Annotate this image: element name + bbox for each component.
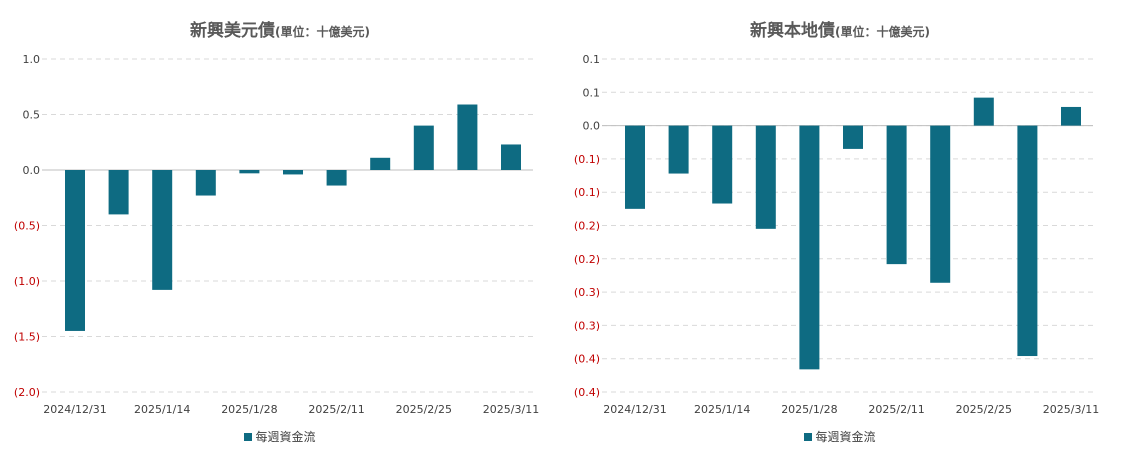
bar [326,170,347,186]
bar [930,125,951,283]
bar [973,97,994,126]
bar [413,125,434,170]
bar [712,125,733,204]
bar [1017,125,1038,357]
bar [843,125,863,149]
x-tick-label: 2025/1/14 [694,403,750,416]
bar [370,157,391,170]
y-tick-label: (0.1) [574,186,600,199]
x-tick-label: 2025/1/14 [134,403,190,416]
bar [239,170,260,174]
bar [152,170,173,290]
legend-label: 每週資金流 [255,430,316,444]
plot-area: 0.1 0.1 0.0 (0.1) (0.1) (0.2) (0.2) (0.3) (0.3) (… [574,53,1099,416]
x-tick-label: 2025/2/11 [308,403,364,416]
chart-title-main: 新興本地債 [750,21,835,41]
y-tick-label: 0.1 [583,53,601,66]
bar [283,170,303,175]
y-tick-label: (0.4) [574,353,600,366]
x-tick-label: 2024/12/31 [43,403,106,416]
x-tick-label: 2025/3/11 [1043,403,1099,416]
x-tick-label: 2025/1/28 [221,403,277,416]
x-tick-label: 2025/3/11 [483,403,539,416]
chart-title: 新興美元債(單位：十億美元) [0,16,560,41]
legend: 每週資金流 [0,428,560,445]
chart-title-main: 新興美元債 [190,21,275,41]
bar [625,125,645,209]
y-tick-label: (0.4) [574,386,600,399]
chart-title-unit: (單位：十億美元) [275,25,370,39]
y-tick-label: 1.0 [23,53,41,66]
y-tick-label: (2.0) [14,386,40,399]
chart-title: 新興本地債(單位：十億美元) [560,16,1120,41]
bar [1061,106,1081,126]
chart-title-unit: (單位：十億美元) [835,25,930,39]
bar [668,125,689,174]
bar [755,125,776,229]
y-tick-label: 0.0 [583,120,601,133]
chart-emerging-usd-bonds: 新興美元債(單位：十億美元) 1.0 0.5 0.0 (0.5) (1.0) (1.5) (… [0,0,560,457]
legend-swatch [244,432,253,441]
y-tick-label: (0.2) [574,220,600,233]
x-tick-label: 2025/1/28 [781,403,837,416]
bar [195,170,216,196]
x-tick-label: 2024/12/31 [603,403,666,416]
y-tick-label: (0.2) [574,253,600,266]
y-tick-label: 0.5 [23,109,41,122]
bar [799,125,820,370]
x-tick-label: 2025/2/25 [396,403,452,416]
y-tick-label: (0.3) [574,319,600,332]
bar [65,170,85,331]
x-tick-label: 2025/2/25 [956,403,1012,416]
bar [886,125,907,265]
plot-area: 1.0 0.5 0.0 (0.5) (1.0) (1.5) (2.0)2024/12/31 2… [14,53,539,416]
y-tick-label: (1.0) [14,275,40,288]
bar [108,170,129,215]
bar [457,104,478,170]
y-tick-label: 0.0 [23,164,41,177]
y-tick-label: (0.1) [574,153,600,166]
legend: 每週資金流 [560,428,1120,445]
legend-swatch [804,432,813,441]
x-tick-label: 2025/2/11 [868,403,924,416]
legend-label: 每週資金流 [815,430,876,444]
y-tick-label: (1.5) [14,331,40,344]
bar [501,144,521,170]
y-tick-label: (0.5) [14,220,40,233]
y-tick-label: 0.1 [583,86,601,99]
chart-emerging-local-bonds: 新興本地債(單位：十億美元) 0.1 0.1 0.0 (0.1) (0.1) (0.2) (… [560,0,1120,457]
y-tick-label: (0.3) [574,286,600,299]
